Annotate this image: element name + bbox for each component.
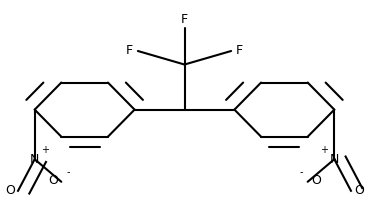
Text: +: + [41,145,49,155]
Text: F: F [236,44,243,58]
Text: O: O [5,184,15,197]
Text: N: N [30,153,39,166]
Text: +: + [320,145,328,155]
Text: -: - [66,167,70,177]
Text: O: O [311,174,321,187]
Text: O: O [354,184,364,197]
Text: -: - [299,167,303,177]
Text: F: F [126,44,133,58]
Text: N: N [330,153,339,166]
Text: F: F [181,13,188,26]
Text: O: O [48,174,58,187]
